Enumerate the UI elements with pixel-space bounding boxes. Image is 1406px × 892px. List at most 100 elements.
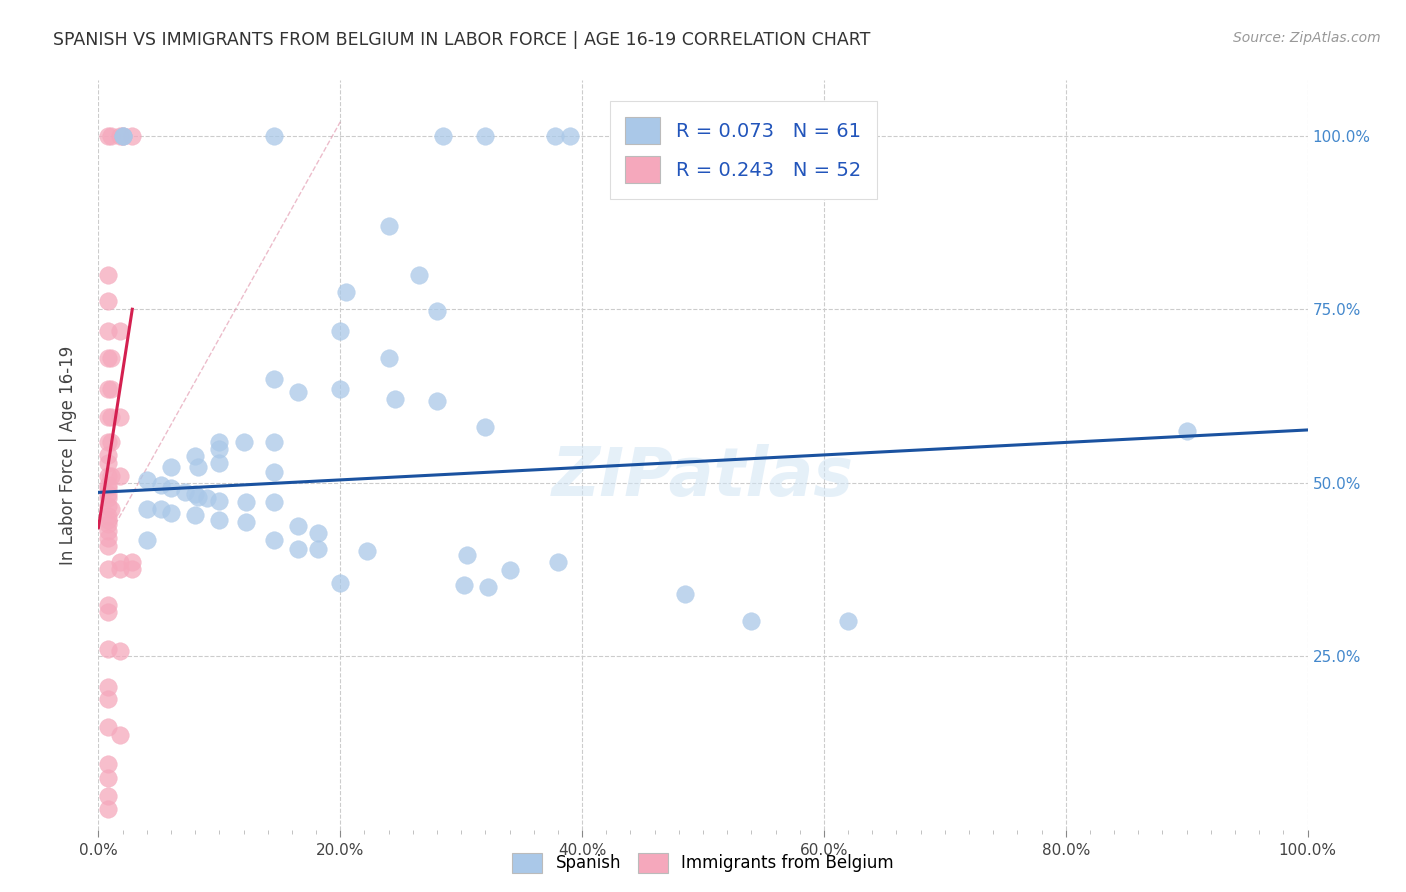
Point [426,393,449,408]
Point [287,541,309,556]
Point [97,128,120,143]
Legend: R = 0.073   N = 61, R = 0.243   N = 52: R = 0.073 N = 61, R = 0.243 N = 52 [610,101,877,199]
Point [97,756,120,771]
Point [100,468,122,483]
Point [97,531,120,545]
Point [108,728,131,742]
Point [160,460,183,475]
Point [329,325,352,339]
Point [263,435,285,450]
Point [108,643,131,657]
Point [97,448,120,462]
Point [208,493,231,508]
Point [408,268,430,282]
Point [108,128,131,143]
Point [111,128,134,143]
Point [287,385,309,400]
Point [235,515,257,529]
Point [111,128,134,143]
Point [100,128,122,143]
Point [208,513,231,527]
Point [1175,424,1198,438]
Point [150,478,173,492]
Point [97,771,120,785]
Point [740,615,762,629]
Point [184,450,207,464]
Point [544,128,567,143]
Point [308,542,330,557]
Point [108,325,131,339]
Y-axis label: In Labor Force | Age 16-19: In Labor Force | Age 16-19 [59,345,77,565]
Point [329,382,352,396]
Text: ZIPatlas: ZIPatlas [553,444,853,510]
Point [208,456,231,470]
Point [97,487,120,501]
Point [97,802,120,816]
Point [547,556,569,570]
Point [108,468,131,483]
Point [100,435,122,450]
Point [97,524,120,539]
Point [195,491,218,505]
Point [263,128,285,143]
Point [377,219,399,233]
Point [111,128,134,143]
Point [97,605,120,619]
Point [97,642,120,657]
Point [100,409,122,424]
Point [287,518,309,533]
Point [97,517,120,532]
Point [474,128,496,143]
Point [97,491,120,505]
Point [150,502,173,516]
Point [263,495,285,509]
Point [160,506,183,520]
Text: SPANISH VS IMMIGRANTS FROM BELGIUM IN LABOR FORCE | AGE 16-19 CORRELATION CHART: SPANISH VS IMMIGRANTS FROM BELGIUM IN LA… [53,31,870,49]
Point [263,371,285,385]
Point [121,556,143,570]
Point [498,563,520,577]
Point [208,435,231,450]
Point [377,351,399,365]
Point [121,128,143,143]
Point [97,720,120,734]
Point [97,562,120,576]
Point [384,392,406,407]
Point [187,460,209,475]
Point [184,487,207,501]
Point [232,435,254,450]
Point [97,435,120,450]
Point [97,789,120,804]
Point [97,481,120,495]
Text: Source: ZipAtlas.com: Source: ZipAtlas.com [1233,31,1381,45]
Point [121,562,143,576]
Point [184,508,207,522]
Point [97,468,120,483]
Point [108,556,131,570]
Point [187,490,209,504]
Point [100,502,122,516]
Point [97,409,120,424]
Point [97,508,120,523]
Point [453,578,475,592]
Point [673,587,696,601]
Point [837,615,859,629]
Point [474,420,496,434]
Point [97,325,120,339]
Point [335,285,357,299]
Point [208,442,231,457]
Point [558,128,581,143]
Point [108,409,131,424]
Point [456,548,478,562]
Point [100,382,122,396]
Point [97,598,120,612]
Point [135,473,157,487]
Point [329,576,352,591]
Point [308,525,330,540]
Point [263,533,285,547]
Point [477,580,499,594]
Point [97,500,120,514]
Point [97,456,120,470]
Point [135,502,157,516]
Point [97,293,120,308]
